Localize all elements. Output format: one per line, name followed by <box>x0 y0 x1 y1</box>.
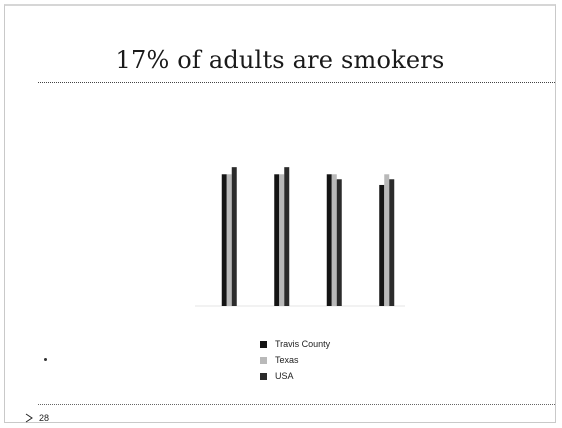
play-arrow-icon[interactable] <box>25 413 33 423</box>
legend-swatch-travis <box>260 340 267 348</box>
bar-usa <box>389 179 395 306</box>
legend-label-travis: Travis County <box>275 339 331 349</box>
footer-divider <box>38 404 555 405</box>
bar-travis-county <box>221 174 227 306</box>
page-number-label: 28 <box>39 413 50 423</box>
legend-item-usa: USA <box>260 368 330 384</box>
legend-swatch-usa <box>260 372 267 380</box>
bar-texas <box>331 174 337 306</box>
bar-chart <box>195 167 405 307</box>
bar-travis-county <box>326 174 332 306</box>
legend-item-travis: Travis County <box>260 336 330 352</box>
legend-label-texas: Texas <box>275 355 299 365</box>
chart-legend: Travis County Texas USA <box>260 336 330 384</box>
bar-usa <box>336 179 342 306</box>
bar-texas <box>226 174 232 306</box>
title-divider <box>38 82 555 83</box>
bar-travis-county <box>379 184 385 306</box>
bullet-dot <box>44 358 47 361</box>
bar-usa <box>231 167 237 306</box>
legend-swatch-texas <box>260 356 267 364</box>
legend-item-texas: Texas <box>260 352 330 368</box>
legend-label-usa: USA <box>275 371 294 381</box>
bar-texas <box>279 174 285 306</box>
bar-texas <box>384 174 390 306</box>
bar-travis-county <box>274 174 280 306</box>
slide-title: 17% of adults are smokers <box>115 46 445 74</box>
page-number: 28 <box>25 413 49 423</box>
slide: 17% of adults are smokers Travis County … <box>4 4 556 423</box>
bar-usa <box>284 167 290 306</box>
